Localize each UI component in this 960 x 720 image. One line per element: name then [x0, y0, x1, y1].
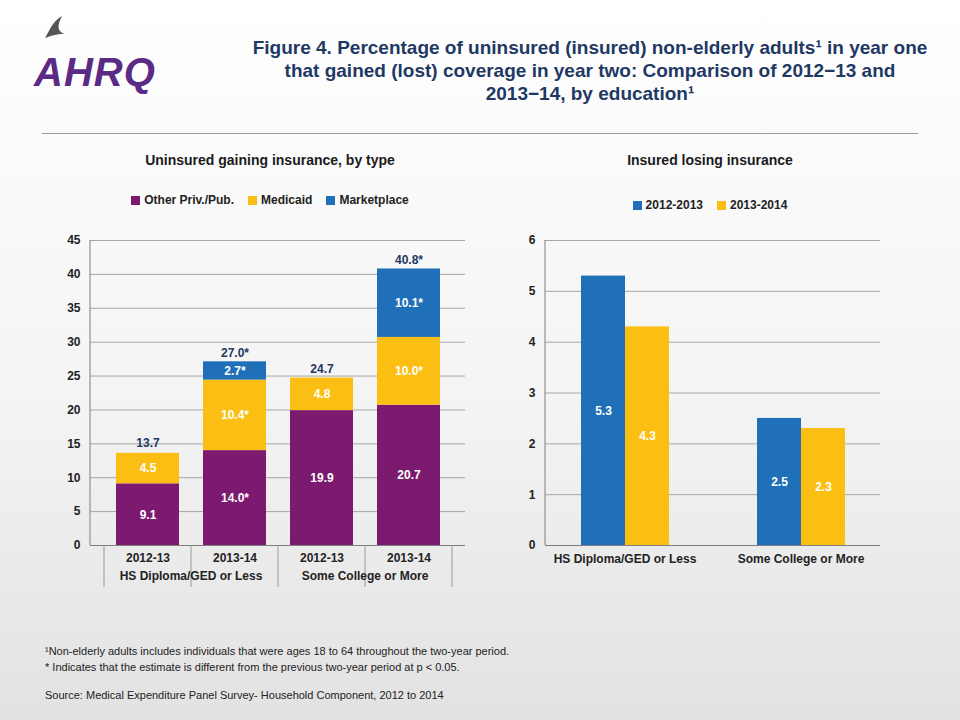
svg-text:15: 15 [67, 437, 81, 451]
svg-text:2012-13: 2012-13 [300, 551, 344, 565]
svg-text:40: 40 [67, 267, 81, 281]
svg-text:20.7: 20.7 [397, 468, 421, 482]
svg-text:10.4*: 10.4* [221, 408, 249, 422]
svg-text:5: 5 [74, 504, 81, 518]
svg-text:5: 5 [529, 284, 536, 298]
svg-text:2.5: 2.5 [771, 475, 788, 489]
svg-text:9.1: 9.1 [140, 508, 157, 522]
svg-text:3: 3 [529, 386, 536, 400]
svg-text:25: 25 [67, 369, 81, 383]
svg-text:45: 45 [67, 233, 81, 247]
svg-text:HS Diploma/GED or Less: HS Diploma/GED or Less [554, 552, 697, 566]
html-text:Figure 4. Percentage of uninsu: Figure 4. Percentage of uninsured (insur… [252, 37, 928, 104]
svg-text:2.3: 2.3 [815, 480, 832, 494]
svg-text:0: 0 [529, 538, 536, 552]
svg-text:2012-13: 2012-13 [126, 551, 170, 565]
html-text:Uninsured gaining insurance, b: Uninsured gaining insurance, by type [145, 152, 395, 168]
html-text:¹Non-elderly adults includes i: ¹Non-elderly adults includes individuals… [45, 645, 510, 657]
html-text:2013-2014: 2013-2014 [730, 198, 788, 212]
svg-text:4.3: 4.3 [639, 429, 656, 443]
html-text:Source: Medical Expenditure Pa: Source: Medical Expenditure Panel Survey… [45, 689, 444, 701]
html-text:Marketplace: Marketplace [339, 193, 409, 207]
svg-text:2013-14: 2013-14 [387, 551, 431, 565]
svg-text:13.7: 13.7 [136, 436, 160, 450]
svg-text:2: 2 [529, 437, 536, 451]
html-text:Medicaid: Medicaid [261, 193, 313, 207]
svg-text:35: 35 [67, 301, 81, 315]
svg-text:4: 4 [529, 335, 536, 349]
svg-text:0: 0 [74, 538, 81, 552]
html-text:2012-2013: 2012-2013 [645, 198, 703, 212]
svg-text:6: 6 [529, 233, 536, 247]
html-text:* Indicates that the estimate: * Indicates that the estimate is differe… [45, 661, 460, 673]
svg-text:HS Diploma/GED or Less: HS Diploma/GED or Less [120, 569, 263, 583]
svg-text:Some College or More: Some College or More [738, 552, 865, 566]
html-text:AHRQ: AHRQ [34, 50, 156, 94]
svg-text:10.1*: 10.1* [395, 296, 423, 310]
svg-text:10.0*: 10.0* [395, 364, 423, 378]
svg-text:19.9: 19.9 [310, 471, 334, 485]
svg-text:27.0*: 27.0* [221, 346, 249, 360]
svg-text:Some College or More: Some College or More [302, 569, 429, 583]
svg-text:5.3: 5.3 [595, 404, 612, 418]
svg-text:30: 30 [67, 335, 81, 349]
svg-text:4.5: 4.5 [140, 461, 157, 475]
svg-text:20: 20 [67, 403, 81, 417]
svg-text:24.7: 24.7 [310, 362, 334, 376]
html-text:Insured losing insurance: Insured losing insurance [627, 152, 793, 168]
html-text:Other Priv./Pub.: Other Priv./Pub. [144, 193, 234, 207]
svg-text:40.8*: 40.8* [395, 253, 423, 267]
svg-text:10: 10 [67, 471, 81, 485]
svg-text:14.0*: 14.0* [221, 491, 249, 505]
svg-text:2013-14: 2013-14 [213, 551, 257, 565]
svg-text:4.8: 4.8 [314, 387, 331, 401]
svg-text:2.7*: 2.7* [224, 364, 246, 378]
svg-text:1: 1 [529, 488, 536, 502]
